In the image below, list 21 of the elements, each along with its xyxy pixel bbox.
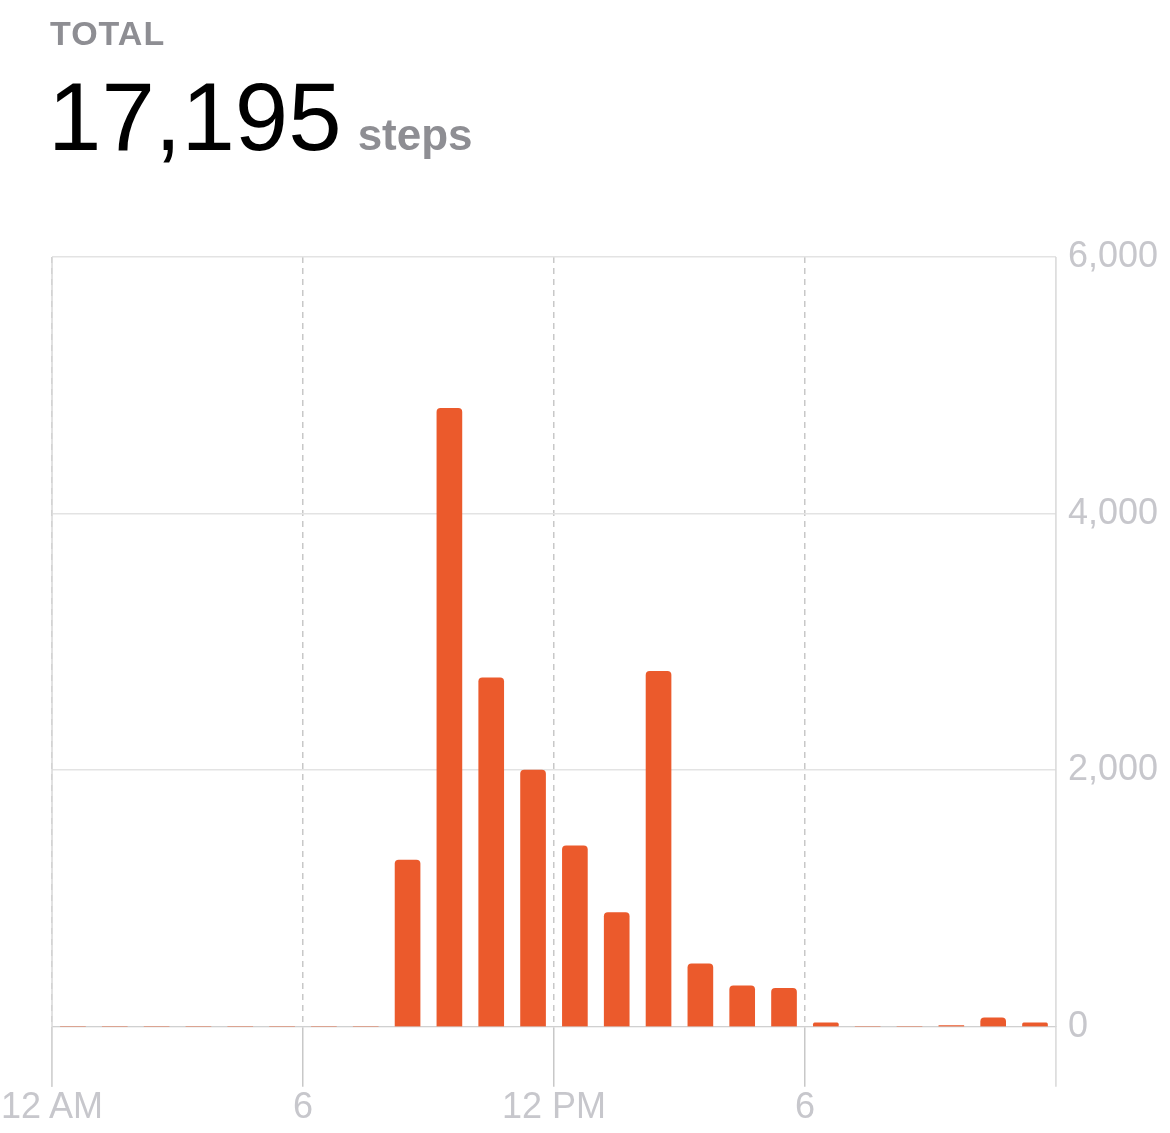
y-tick-label: 2,000 <box>1067 747 1159 789</box>
x-tick-label: 12 AM <box>0 1085 104 1127</box>
bar <box>687 963 714 1027</box>
bar <box>394 859 421 1027</box>
chart-title: TOTAL <box>50 14 166 53</box>
x-tick-label: 6 <box>292 1085 314 1127</box>
y-tick-label: 0 <box>1067 1003 1088 1045</box>
bar <box>562 845 588 1027</box>
bar <box>645 671 672 1027</box>
bar <box>436 408 463 1027</box>
y-tick-label: 4,000 <box>1067 490 1159 532</box>
x-tick-label: 12 PM <box>501 1085 606 1127</box>
chart-subtitle: 17,195 steps <box>48 63 473 170</box>
y-tick-label: 6,000 <box>1067 233 1159 275</box>
bar <box>980 1017 1006 1027</box>
bar <box>520 769 546 1027</box>
bar <box>603 912 630 1027</box>
x-tick-label: 6 <box>794 1085 815 1127</box>
bar <box>478 677 505 1027</box>
bar <box>771 987 797 1027</box>
bar <box>729 985 756 1027</box>
